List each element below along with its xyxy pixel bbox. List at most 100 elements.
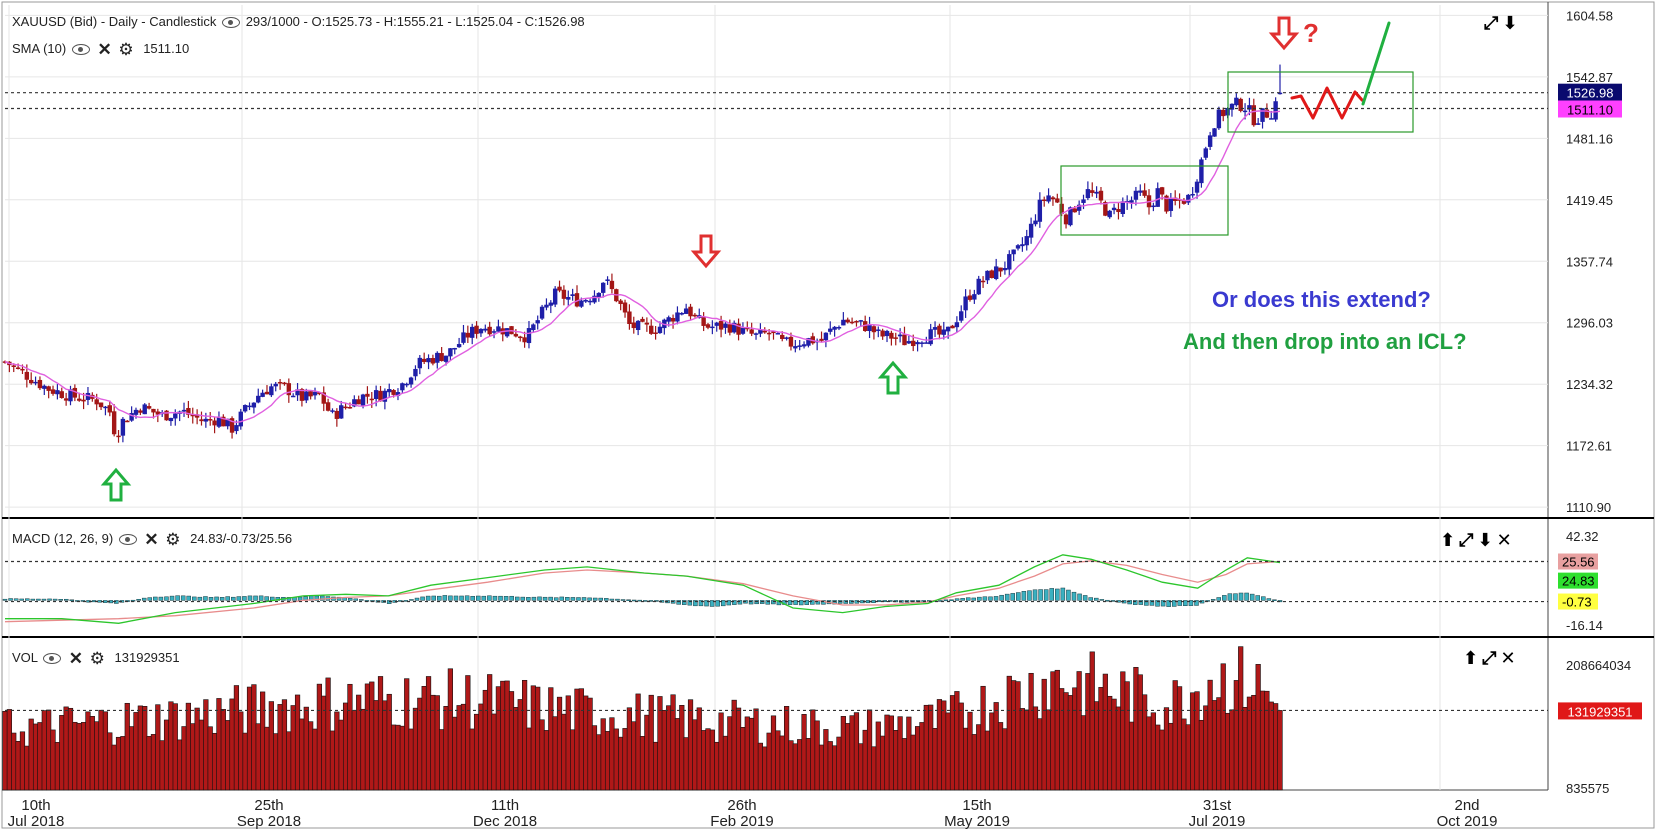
volume-bar xyxy=(107,732,113,791)
candle-body xyxy=(382,390,388,402)
macd-histogram-bar xyxy=(1049,588,1054,601)
candle-body xyxy=(417,357,423,369)
candle-body xyxy=(20,368,25,371)
macd-histogram-bar xyxy=(13,598,19,601)
candle-body xyxy=(1120,201,1126,215)
sma-badge-value: 1511.10 xyxy=(1567,102,1613,117)
candle-body xyxy=(42,385,47,389)
volume-bar xyxy=(875,721,881,791)
volume-bar xyxy=(465,675,471,791)
macd-histogram-bar xyxy=(1244,592,1249,601)
x-tick-label: Oct 2019 xyxy=(1437,813,1498,830)
volume-bar xyxy=(954,691,960,791)
vol-header: VOL ✕ ⚙ 131929351 xyxy=(12,649,180,669)
candle-body xyxy=(531,324,536,330)
macd-histogram-bar xyxy=(938,600,943,602)
macd-close-icon[interactable]: ✕ xyxy=(144,530,159,550)
volume-bar xyxy=(701,730,707,791)
volume-bar xyxy=(971,734,977,791)
macd-panel-controls[interactable]: ⬆⤢⬇✕ xyxy=(1440,530,1516,551)
volume-bar xyxy=(80,722,87,791)
x-tick-label: May 2019 xyxy=(944,813,1010,830)
macd-histogram-bar xyxy=(297,596,303,601)
macd-histogram-bar xyxy=(531,596,537,601)
volume-bar xyxy=(1255,664,1261,791)
macd-histogram-bar xyxy=(993,596,999,601)
volume-bar xyxy=(1002,728,1008,791)
volume-bar xyxy=(722,735,729,791)
volume-bar xyxy=(1076,671,1082,791)
macd-histogram-bar xyxy=(598,597,603,601)
macd-gear-icon[interactable]: ⚙ xyxy=(165,530,181,550)
candle-body xyxy=(954,322,960,328)
macd-histogram-bar xyxy=(559,596,565,601)
volume-bar xyxy=(194,707,200,791)
candle-body xyxy=(129,413,134,421)
volume-bar xyxy=(203,699,209,791)
candle-body xyxy=(63,398,69,401)
candle-body xyxy=(972,294,977,300)
macd-histogram-bar xyxy=(1171,600,1177,607)
candle-body xyxy=(601,282,606,293)
macd-line xyxy=(5,554,1281,624)
volume-bar xyxy=(1050,671,1056,791)
macd-histogram-bar xyxy=(1032,589,1038,601)
volume-bar xyxy=(377,676,384,791)
volume-bar xyxy=(1168,722,1174,791)
candle-body xyxy=(758,329,763,334)
sma-gear-icon[interactable]: ⚙ xyxy=(118,40,134,60)
candle-body xyxy=(155,411,161,415)
volume-bar xyxy=(535,686,541,791)
macd-value-badge xyxy=(1558,553,1598,570)
macd-histogram-bar xyxy=(1060,587,1066,601)
candle-body xyxy=(1094,191,1099,194)
volume-bar xyxy=(1150,712,1156,791)
candle-body xyxy=(749,329,754,334)
volume-bar xyxy=(425,676,432,791)
volume-bar xyxy=(41,710,47,791)
volume-bar xyxy=(1251,694,1257,791)
volume-bar xyxy=(46,709,52,791)
price-tick-label: 1172.61 xyxy=(1566,439,1612,454)
vol-gear-icon[interactable]: ⚙ xyxy=(89,649,105,669)
macd-histogram-bar xyxy=(1088,597,1093,601)
volume-bar xyxy=(1142,694,1148,791)
macd-histogram-bar xyxy=(1105,599,1110,602)
price-panel xyxy=(2,64,1548,443)
volume-bar xyxy=(89,716,95,791)
volume-bar xyxy=(487,674,493,791)
visibility-eye-icon[interactable] xyxy=(222,17,241,29)
vol-close-icon[interactable]: ✕ xyxy=(68,649,84,669)
candle-body xyxy=(55,390,60,395)
vol-panel-controls[interactable]: ⬆⤢✕ xyxy=(1463,648,1520,669)
candle-body xyxy=(1269,118,1274,120)
vol-eye-icon[interactable] xyxy=(43,653,62,665)
macd-histogram-bar xyxy=(158,596,164,601)
macd-histogram-bar xyxy=(1043,589,1049,601)
volume-bar xyxy=(696,707,702,791)
x-tick-label: Dec 2018 xyxy=(473,813,537,830)
volume-bar xyxy=(587,697,593,791)
macd-histogram-bar xyxy=(1227,593,1233,601)
volume-bar xyxy=(242,732,248,791)
volume-bar xyxy=(159,740,165,791)
volume-bar xyxy=(303,706,309,791)
sma-eye-icon[interactable] xyxy=(71,44,90,56)
volume-bar xyxy=(404,678,410,791)
x-tick-label: 11th xyxy=(491,797,519,814)
down-arrow-icon xyxy=(690,234,722,269)
macd-histogram-bar xyxy=(409,599,414,601)
volume-bar xyxy=(749,717,755,791)
volume-bar xyxy=(111,744,117,791)
candle-body xyxy=(360,394,366,406)
candle-body xyxy=(574,293,580,307)
sma-close-icon[interactable]: ✕ xyxy=(97,40,112,60)
volume-bar xyxy=(731,699,737,791)
main-panel-controls[interactable]: ⤢⬇ xyxy=(1484,13,1522,34)
macd-histogram-bar xyxy=(592,597,598,601)
volume-bar xyxy=(495,686,502,791)
candle-body xyxy=(330,410,335,412)
candle-body xyxy=(670,317,676,322)
macd-eye-icon[interactable] xyxy=(118,534,137,546)
candle-body xyxy=(967,295,973,300)
